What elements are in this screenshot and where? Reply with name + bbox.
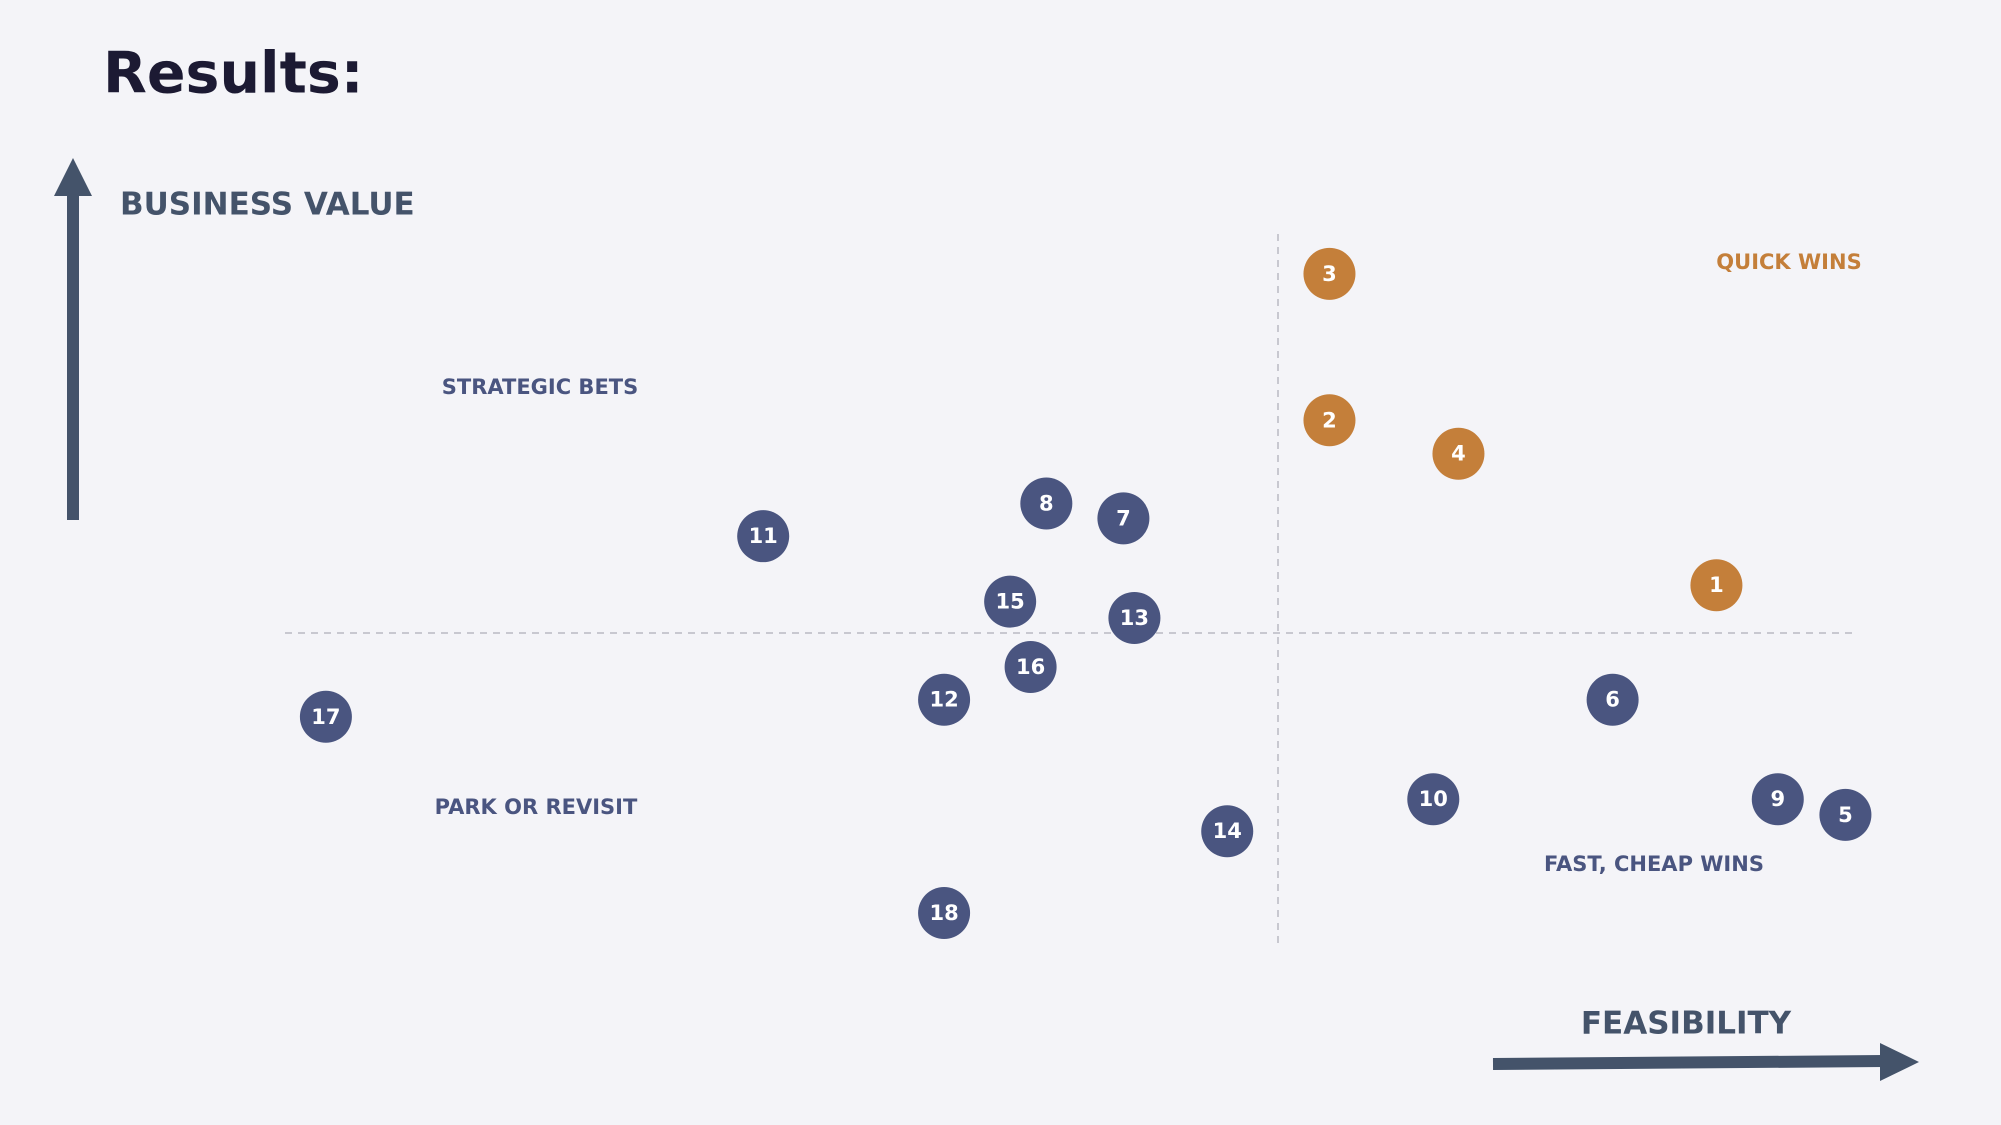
point xyxy=(1303,394,1356,447)
point xyxy=(918,673,971,726)
x-axis-label: FEASIBILITY xyxy=(1581,1006,1792,1042)
quadrant-label: PARK OR REVISIT xyxy=(435,795,638,819)
point-label: 4 xyxy=(1451,442,1466,466)
point-label: 13 xyxy=(1120,606,1149,630)
point-label: 11 xyxy=(749,524,778,548)
point-label: 18 xyxy=(929,901,958,925)
point xyxy=(1004,640,1057,693)
point xyxy=(1407,773,1460,826)
chart-title: Results: xyxy=(103,41,364,107)
point-label: 7 xyxy=(1116,506,1131,530)
point-label: 8 xyxy=(1039,491,1054,515)
point xyxy=(299,690,352,743)
point-label: 17 xyxy=(311,705,340,729)
x-axis-arrow xyxy=(1492,1055,1885,1070)
point xyxy=(1586,673,1639,726)
point-label: 2 xyxy=(1322,408,1337,432)
point-label: 10 xyxy=(1419,787,1448,811)
point-label: 15 xyxy=(996,590,1025,614)
point xyxy=(1751,773,1804,826)
point-label: 16 xyxy=(1016,655,1045,679)
point-label: 5 xyxy=(1838,803,1853,827)
point xyxy=(1108,591,1161,644)
point xyxy=(984,575,1037,628)
point xyxy=(1819,788,1872,841)
point xyxy=(1201,805,1254,858)
point-label: 1 xyxy=(1709,573,1724,597)
quadrant-label: FAST, CHEAP WINS xyxy=(1544,852,1764,876)
y-axis-label: BUSINESS VALUE xyxy=(120,187,415,223)
point xyxy=(918,887,971,940)
quadrant-label: STRATEGIC BETS xyxy=(442,375,639,399)
point xyxy=(1097,492,1150,545)
point xyxy=(1432,427,1485,480)
point xyxy=(1303,247,1356,300)
quadrant-label: QUICK WINS xyxy=(1716,250,1861,274)
y-axis-arrowhead xyxy=(54,158,92,196)
x-axis-arrowhead xyxy=(1880,1043,1919,1081)
point-label: 3 xyxy=(1322,262,1337,286)
point-label: 9 xyxy=(1770,787,1785,811)
point xyxy=(737,510,790,563)
point-label: 12 xyxy=(929,688,958,712)
point-label: 6 xyxy=(1605,688,1620,712)
point-label: 14 xyxy=(1213,819,1242,843)
point xyxy=(1020,477,1073,530)
point xyxy=(1690,559,1743,612)
